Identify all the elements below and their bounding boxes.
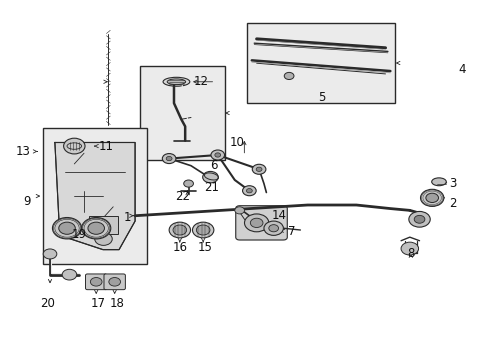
Circle shape [264,221,283,235]
Circle shape [196,225,209,235]
Circle shape [109,278,120,286]
Circle shape [242,186,256,196]
Circle shape [43,249,57,259]
Text: 1: 1 [123,211,131,224]
Circle shape [250,218,263,228]
Circle shape [246,189,252,193]
Text: 5: 5 [318,91,325,104]
Text: 10: 10 [229,136,244,149]
Circle shape [192,222,213,238]
Circle shape [183,180,193,187]
Text: 12: 12 [193,75,208,88]
Text: 7: 7 [287,225,295,238]
Circle shape [256,167,262,171]
Circle shape [169,222,190,238]
Ellipse shape [431,178,446,186]
Polygon shape [55,143,135,249]
Text: 15: 15 [197,241,212,255]
Text: 8: 8 [407,247,414,260]
Text: 21: 21 [204,181,219,194]
FancyBboxPatch shape [235,206,287,240]
Text: 13: 13 [16,145,30,158]
Text: 3: 3 [448,177,455,190]
Circle shape [252,164,265,174]
Circle shape [425,193,438,203]
Bar [140,66,224,160]
Text: 17: 17 [91,297,106,310]
Circle shape [81,217,111,239]
Circle shape [214,153,220,157]
Bar [42,128,147,264]
Circle shape [234,207,244,214]
Circle shape [284,72,293,80]
Text: 20: 20 [40,297,55,310]
Circle shape [63,138,85,154]
Circle shape [90,278,102,286]
Text: 19: 19 [72,228,87,241]
Ellipse shape [167,79,185,85]
Circle shape [400,242,418,255]
Ellipse shape [163,77,189,86]
Text: 2: 2 [448,197,455,210]
Circle shape [173,225,186,235]
Circle shape [166,157,172,161]
Text: 14: 14 [271,209,285,222]
Circle shape [95,233,112,246]
Circle shape [62,269,77,280]
Circle shape [202,171,218,183]
Circle shape [88,222,104,234]
Bar [246,23,394,103]
Text: 11: 11 [99,140,113,153]
Circle shape [210,150,224,160]
Circle shape [420,189,443,206]
Text: 22: 22 [174,190,189,203]
FancyBboxPatch shape [104,274,125,290]
FancyBboxPatch shape [85,274,107,290]
Text: 9: 9 [23,195,30,208]
Circle shape [268,225,278,232]
Circle shape [408,211,429,227]
Bar [89,216,118,234]
Text: 16: 16 [172,241,187,255]
Circle shape [59,222,75,234]
Circle shape [162,154,176,163]
Text: 18: 18 [109,297,124,310]
Text: 4: 4 [458,63,465,76]
Circle shape [52,217,81,239]
Circle shape [413,215,424,223]
Circle shape [244,214,268,232]
Text: 6: 6 [210,159,218,172]
